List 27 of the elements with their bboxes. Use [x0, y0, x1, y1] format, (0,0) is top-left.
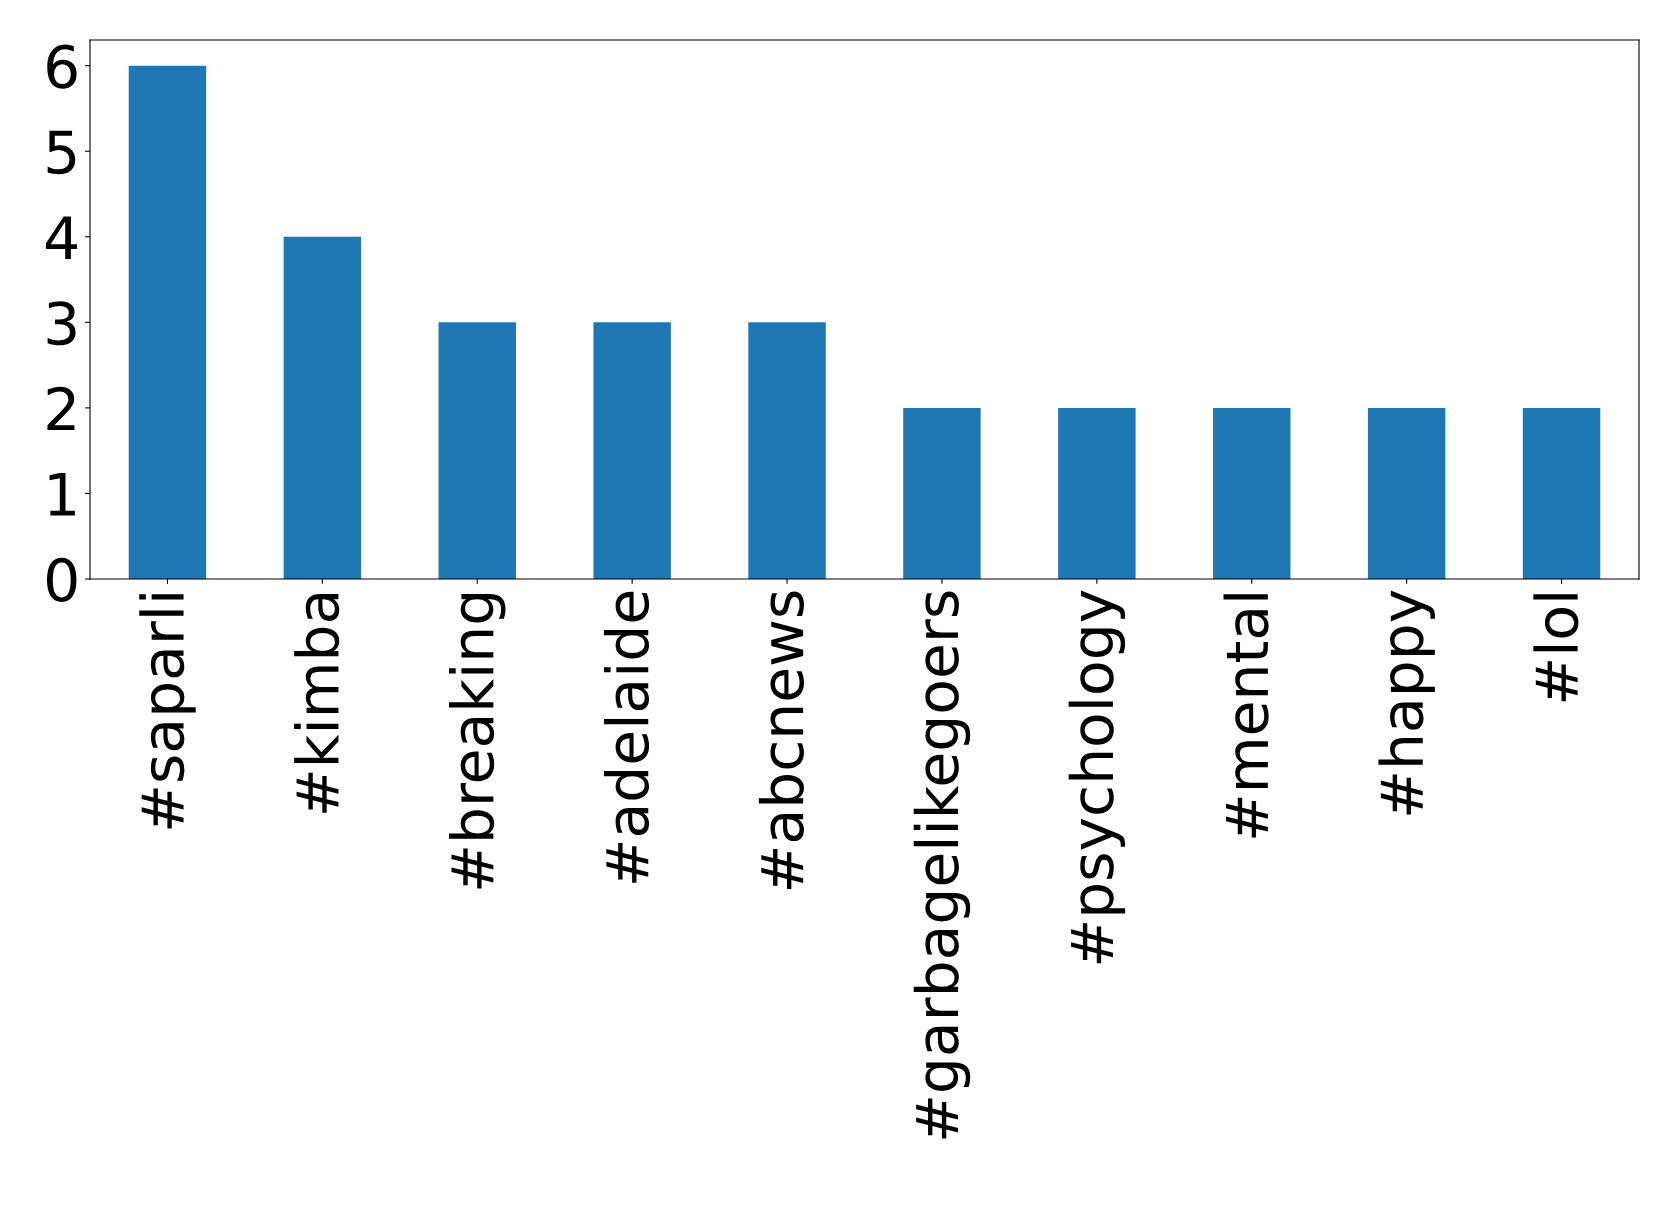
- x-tick-label: #adelaide: [603, 591, 650, 883]
- x-tick-label: #garbagelikegoers: [913, 591, 971, 1139]
- x-tick-label: #saparli: [139, 594, 196, 829]
- y-tick-label: 6: [47, 44, 77, 89]
- x-tick-label: #psychology: [1068, 590, 1126, 964]
- x-tick-label: #happy: [1378, 590, 1435, 815]
- bar: [283, 236, 362, 579]
- x-tick-label: #breaking: [449, 594, 506, 889]
- bar: [438, 322, 516, 579]
- y-tick-label: 3: [47, 301, 76, 346]
- y-tick-label: 1: [49, 473, 75, 516]
- bar: [1522, 407, 1601, 579]
- y-tick-label: 4: [46, 216, 78, 259]
- y-tick-label: 0: [47, 557, 77, 602]
- x-tick-label: #mental: [1223, 594, 1269, 838]
- y-tick-label: 2: [47, 386, 75, 431]
- bar: [748, 322, 826, 579]
- bar: [1367, 407, 1446, 579]
- bar: [1213, 407, 1291, 579]
- bar: [128, 65, 207, 579]
- bar: [593, 322, 671, 579]
- y-tick-label: 5: [47, 130, 76, 175]
- x-tick-label: #abcnews: [758, 591, 804, 889]
- bar: [1058, 407, 1136, 579]
- x-tick-label: #kimba: [294, 594, 340, 813]
- x-tick-label: #lol: [1533, 594, 1579, 702]
- bar: [903, 407, 981, 579]
